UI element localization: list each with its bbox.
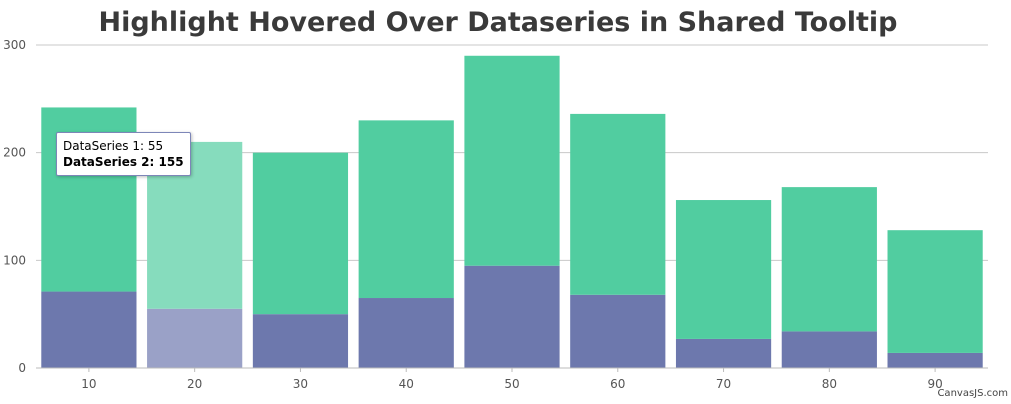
y-tick-label: 200 (3, 146, 26, 160)
bar-series-2-40[interactable] (358, 120, 454, 299)
bar-series-1-50[interactable] (464, 265, 560, 368)
y-tick-label: 100 (3, 253, 26, 267)
bar-series-2-60[interactable] (570, 113, 666, 295)
bar-series-1-30[interactable] (252, 314, 349, 368)
bar-series-1-60[interactable] (570, 294, 666, 368)
bar-series-1-70[interactable] (675, 338, 772, 368)
bar-series-1-20[interactable] (147, 308, 243, 368)
bars (41, 55, 983, 368)
shared-tooltip: DataSeries 1: 55 DataSeries 2: 155 (56, 132, 191, 176)
chart-title: Highlight Hovered Over Dataseries in Sha… (98, 7, 897, 38)
x-tick-label: 10 (81, 377, 96, 391)
x-tick-label: 90 (927, 377, 942, 391)
bar-series-2-90[interactable] (887, 230, 983, 353)
bar-series-2-70[interactable] (675, 200, 772, 339)
tooltip-line-series-1: DataSeries 1: 55 (63, 139, 164, 153)
bar-series-2-80[interactable] (781, 187, 877, 332)
bar-series-2-50[interactable] (464, 55, 560, 266)
x-tick-label: 80 (822, 377, 837, 391)
bar-series-1-80[interactable] (781, 331, 877, 368)
x-tick-label: 40 (399, 377, 414, 391)
bar-series-1-40[interactable] (358, 298, 454, 368)
canvasjs-credit[interactable]: CanvasJS.com (937, 388, 1008, 399)
x-tick-label: 50 (504, 377, 519, 391)
x-tick-label: 20 (187, 377, 202, 391)
bar-series-2-30[interactable] (252, 152, 349, 315)
x-tick-label: 30 (293, 377, 308, 391)
tooltip-line-series-2: DataSeries 2: 155 (63, 155, 184, 169)
x-tick-label: 60 (610, 377, 625, 391)
y-tick-label: 300 (3, 38, 26, 52)
axes: 0 100 200 300 10 20 30 40 50 60 70 80 90 (3, 38, 988, 391)
bar-series-1-10[interactable] (41, 291, 137, 368)
bar-series-1-90[interactable] (887, 352, 983, 368)
x-tick-label: 70 (716, 377, 731, 391)
y-tick-label: 0 (18, 361, 26, 375)
